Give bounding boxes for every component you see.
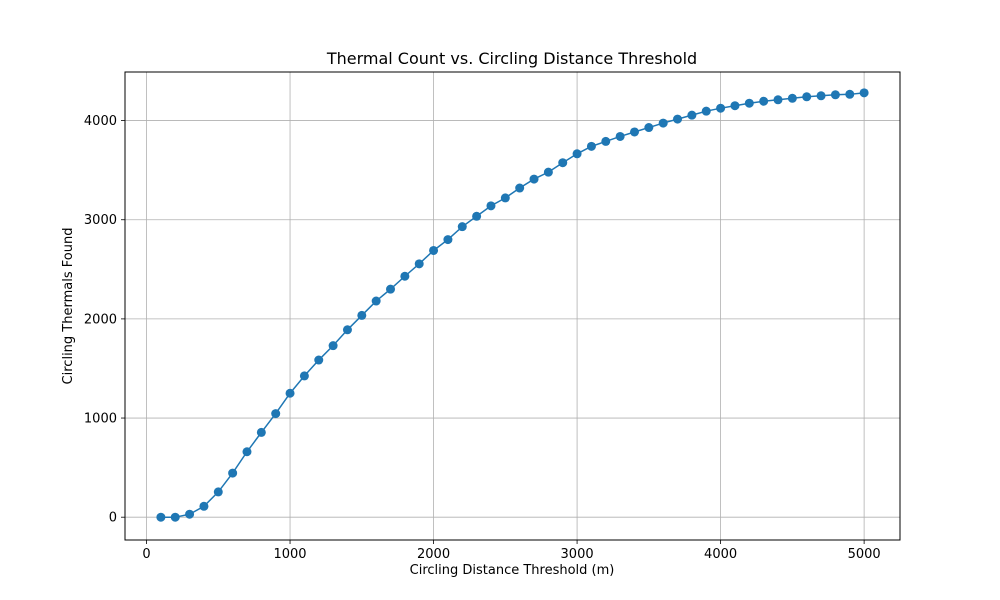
data-point xyxy=(787,93,797,103)
data-point xyxy=(859,88,869,98)
data-point xyxy=(386,284,396,294)
x-tick-label: 4000 xyxy=(704,547,737,562)
data-point xyxy=(716,103,726,113)
data-point xyxy=(673,114,683,124)
x-tick-label: 0 xyxy=(142,547,150,562)
data-point xyxy=(773,95,783,105)
x-tick-label: 1000 xyxy=(273,547,306,562)
data-point xyxy=(443,235,453,245)
data-point xyxy=(830,90,840,100)
data-point xyxy=(816,91,826,101)
data-point xyxy=(629,127,639,137)
x-axis-ticks: 0 1000 2000 3000 4000 5000 xyxy=(142,540,881,562)
data-point xyxy=(170,512,180,522)
data-point xyxy=(572,149,582,159)
data-point xyxy=(615,131,625,141)
data-point xyxy=(156,512,166,522)
grid-lines xyxy=(125,72,900,540)
data-point xyxy=(515,183,525,193)
data-point xyxy=(342,325,352,335)
x-tick-label: 5000 xyxy=(848,547,881,562)
data-point xyxy=(371,296,381,306)
x-tick-label: 3000 xyxy=(561,547,594,562)
data-point xyxy=(185,509,195,519)
data-point xyxy=(228,468,238,478)
data-point xyxy=(845,89,855,99)
y-axis-title: Circling Thermals Found xyxy=(61,228,76,385)
data-point xyxy=(285,388,295,398)
y-tick-label: 2000 xyxy=(84,312,117,327)
data-point xyxy=(744,98,754,108)
data-point xyxy=(730,101,740,111)
data-point xyxy=(658,118,668,128)
data-point xyxy=(429,245,439,255)
data-point xyxy=(328,341,338,351)
data-point xyxy=(299,371,309,381)
data-point xyxy=(457,222,467,232)
data-point xyxy=(199,501,209,511)
data-point xyxy=(213,487,223,497)
data-point xyxy=(472,211,482,221)
data-point xyxy=(586,141,596,151)
y-tick-label: 1000 xyxy=(84,412,117,427)
data-point xyxy=(644,123,654,133)
data-point xyxy=(357,310,367,320)
data-point xyxy=(486,201,496,211)
data-point xyxy=(802,92,812,102)
data-point xyxy=(529,174,539,184)
data-point xyxy=(759,96,769,106)
data-point xyxy=(414,259,424,269)
data-point xyxy=(271,409,281,419)
data-point xyxy=(701,106,711,116)
y-tick-label: 4000 xyxy=(84,114,117,129)
x-tick-label: 2000 xyxy=(417,547,450,562)
chart-title: Thermal Count vs. Circling Distance Thre… xyxy=(326,49,697,68)
data-point xyxy=(242,447,252,457)
plot-frame xyxy=(124,71,901,541)
data-point xyxy=(558,158,568,168)
data-markers xyxy=(156,88,869,522)
data-point xyxy=(601,136,611,146)
y-axis-ticks: 0 1000 2000 3000 4000 xyxy=(84,114,125,526)
data-point xyxy=(400,271,410,281)
y-tick-label: 0 xyxy=(109,511,117,526)
data-point xyxy=(256,427,266,437)
x-axis-title: Circling Distance Threshold (m) xyxy=(410,563,615,578)
data-point xyxy=(543,167,553,177)
data-point xyxy=(314,355,324,365)
data-point xyxy=(687,110,697,120)
data-point xyxy=(500,193,510,203)
y-tick-label: 3000 xyxy=(84,213,117,228)
